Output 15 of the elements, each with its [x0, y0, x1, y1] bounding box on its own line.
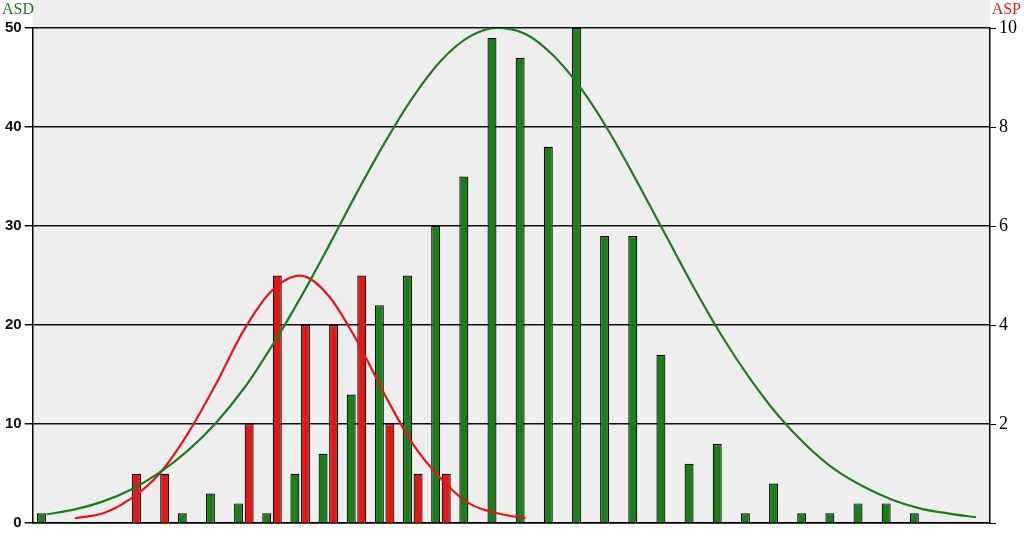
y-tick-label: 30 — [5, 216, 22, 234]
y2-tick-label: 10 — [999, 16, 1017, 37]
y2-tick-label: 2 — [999, 412, 1008, 433]
line-series — [73, 274, 527, 520]
y-tick-label: 0 — [13, 513, 22, 531]
y-tick-label: 20 — [5, 315, 22, 333]
y2-axis-title: ASP — [991, 0, 1022, 18]
y-tick-label: 40 — [5, 117, 22, 135]
y-tick-label: 10 — [5, 414, 22, 432]
y2-tick-label: 6 — [999, 214, 1008, 235]
y-axis-title: ASD — [2, 0, 35, 18]
y2-tick-label: 4 — [999, 313, 1008, 334]
y2-tick-label: 8 — [999, 115, 1008, 136]
y-tick-label: 50 — [5, 18, 22, 36]
line-series — [45, 28, 978, 519]
